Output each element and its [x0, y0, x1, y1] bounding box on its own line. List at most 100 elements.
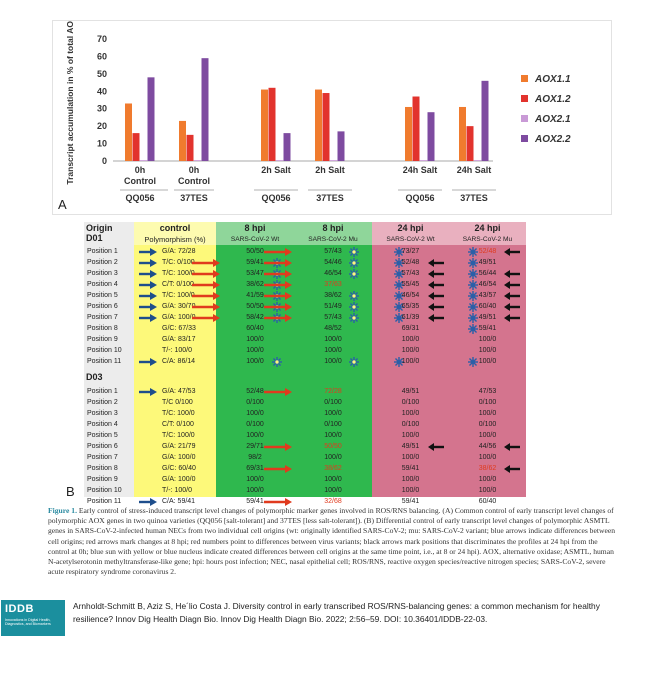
d03-control-value: T/-: 100/0 [162, 487, 192, 494]
column-subheader: SARS-CoV-2 Wt [230, 236, 280, 243]
d03-hpi24-wt-value: 100/0 [401, 454, 420, 461]
d01-position-label: Position 9 [87, 336, 118, 343]
d03-control-value: G/A: 47/53 [162, 388, 196, 395]
d03-hpi24-wt-value: 59/41 [401, 465, 420, 472]
d03-hpi24-mu-value: 100/0 [478, 476, 497, 483]
journal-logo-title: IDDB [5, 603, 34, 615]
y-tick-label: 30 [97, 104, 107, 114]
panel-a-letter: A [58, 197, 67, 212]
d03-hpi8-wt-value: 100/0 [246, 410, 264, 417]
bar-aox1-1 [459, 106, 466, 161]
d03-control-value: G/A: 100/0 [162, 454, 196, 461]
d03-hpi8-mu-value: 100/0 [324, 487, 342, 494]
d01-hpi8-mu-value: 54/46 [324, 259, 342, 266]
d03-hpi8-wt-value: 100/0 [246, 476, 264, 483]
y-tick-label: 40 [97, 86, 107, 96]
d01-hpi24-wt-value: 46/54 [401, 292, 420, 299]
d01-hpi8-mu-value: 100/0 [324, 358, 342, 365]
legend-label: AOX1.2 [534, 94, 571, 105]
blue-sun-icon [468, 290, 478, 301]
bar-aox2-1 [474, 160, 481, 161]
group-label: QQ056 [261, 193, 290, 203]
y-tick-label: 20 [97, 121, 107, 131]
legend-swatch [521, 115, 528, 122]
x-tick-label: 0h [135, 165, 146, 175]
blue-sun-icon [394, 356, 404, 367]
d01-hpi8-mu-value: 46/54 [324, 270, 342, 277]
d03-control-value: C/A: 59/41 [162, 498, 196, 505]
d01-position-label: Position 8 [87, 325, 118, 332]
d03-hpi8-wt-value: 98/2 [248, 454, 262, 461]
blue-sun-icon [468, 268, 478, 279]
d03-hpi24-wt-value: 0/100 [401, 421, 420, 428]
group-label: QQ056 [405, 193, 434, 203]
x-tick-label-line2: Control [178, 176, 210, 186]
d01-hpi8-mu-value: 51/49 [324, 303, 342, 310]
figure-caption: Figure 1. Early control of stress-induce… [48, 506, 618, 577]
red-arrow-icon [264, 465, 292, 473]
d01-position-label: Position 3 [87, 270, 118, 277]
d03-label: D03 [86, 372, 103, 382]
d03-position-label: Position 8 [87, 465, 118, 472]
d03-hpi8-mu-value: 50/50 [324, 443, 342, 450]
legend-label: AOX1.1 [534, 74, 571, 85]
journal-logo-subtitle: Innovations in Digital Health, Diagnosti… [5, 618, 51, 627]
d01-control-value: C/A: 86/14 [162, 358, 196, 365]
panel-a-chart: 0 10 20 30 40 50 60 70 Transcript accumulation i… [52, 15, 612, 215]
blue-sun-icon [394, 301, 404, 312]
d03-hpi24-mu-value: 100/0 [478, 454, 497, 461]
d03-position-label: Position 1 [87, 388, 118, 395]
black-arrow-icon [428, 270, 444, 278]
origin-column-band [84, 222, 134, 497]
d03-hpi24-wt-value: 100/0 [401, 487, 420, 494]
blue-sun-icon [349, 257, 359, 268]
red-arrow-icon [192, 281, 220, 289]
d03-position-label: Position 11 [87, 498, 122, 505]
d01-control-value: G/A: 100/0 [162, 314, 196, 321]
d03-control-value: T/C 0/100 [162, 399, 193, 406]
d03-hpi24-wt-value: 100/0 [401, 410, 420, 417]
d01-control-value: G/A: 30/70 [162, 303, 196, 310]
red-arrow-icon [264, 388, 292, 396]
legend-label: AOX2.2 [534, 134, 571, 145]
d03-control-value: T/C: 100/0 [162, 410, 195, 417]
d03-hpi8-mu-value: 100/0 [324, 476, 342, 483]
blue-arrow-icon [139, 281, 157, 289]
d01-hpi8-wt-value: 50/50 [246, 248, 264, 255]
d01-hpi8-wt-value: 58/42 [246, 314, 264, 321]
red-arrow-icon [192, 292, 220, 300]
d01-hpi24-mu-value: 49/51 [478, 314, 497, 321]
d01-hpi8-wt-value: 50/50 [246, 303, 264, 310]
d01-control-value: T/-: 100/0 [162, 347, 192, 354]
d01-hpi8-mu-value: 57/43 [324, 314, 342, 321]
d01-hpi24-mu-value: 100/0 [478, 336, 497, 343]
d01-hpi8-mu-value: 100/0 [324, 336, 342, 343]
blue-sun-icon [349, 268, 359, 279]
blue-sun-icon [468, 301, 478, 312]
blue-arrow-icon [139, 388, 157, 396]
d01-hpi24-wt-value: 65/35 [401, 303, 420, 310]
aox-bar-chart: 0 10 20 30 40 50 60 70 Transcript accumulation i… [65, 15, 571, 203]
control-column-band [134, 222, 216, 497]
d01-hpi24-mu-value: 52/48 [478, 248, 497, 255]
bar-aox1-2 [466, 126, 474, 161]
bar-aox2-2 [427, 112, 435, 161]
blue-arrow-icon [139, 292, 157, 300]
blue-sun-icon [468, 356, 478, 367]
red-arrow-icon [264, 303, 292, 311]
blue-sun-icon [468, 257, 478, 268]
d03-hpi8-wt-value: 0/100 [246, 399, 264, 406]
x-tick-label-line2: Control [124, 176, 156, 186]
bar-aox2-1 [276, 160, 283, 161]
d01-hpi24-wt-value: 73/27 [401, 248, 420, 255]
d03-control-value: G/A: 21/79 [162, 443, 196, 450]
bar-aox1-2 [132, 133, 140, 161]
d01-position-label: Position 2 [87, 259, 118, 266]
d03-hpi8-mu-value: 0/100 [324, 399, 342, 406]
red-arrow-icon [264, 498, 292, 506]
control-header-band [134, 222, 216, 245]
blue-sun-icon [394, 312, 404, 323]
red-arrow-icon [264, 259, 292, 267]
d01-position-label: Position 5 [87, 292, 118, 299]
d03-hpi8-wt-value: 29/71 [246, 443, 264, 450]
